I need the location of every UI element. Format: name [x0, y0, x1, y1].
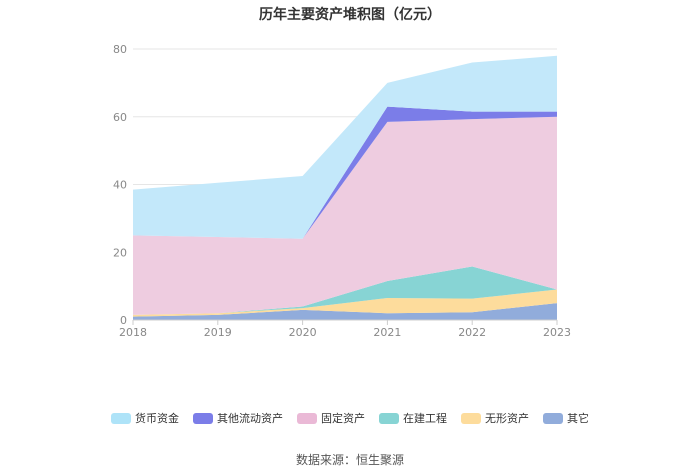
x-tick-label: 2021 [373, 326, 401, 339]
y-tick-label: 80 [113, 43, 127, 56]
axes: 0 20 40 60 80 2018 2019 2020 2021 2022 2023 [113, 43, 571, 339]
x-tick-label: 2022 [458, 326, 486, 339]
legend-label: 其它 [567, 412, 589, 425]
legend-label: 固定资产 [321, 412, 365, 425]
x-tick-label: 2020 [289, 326, 317, 339]
legend-swatch [111, 412, 131, 424]
legend-item[interactable]: 其它 [543, 410, 589, 426]
chart-title: 历年主要资产堆积图（亿元） [259, 7, 441, 23]
y-tick-label: 40 [113, 179, 127, 192]
data-source: 数据来源：恒生聚源 [295, 453, 404, 467]
area-货币资金 [133, 55, 557, 239]
area-其他流动资产 [133, 106, 557, 239]
legend-swatch [379, 412, 399, 424]
area-固定资产 [133, 116, 557, 315]
legend-swatch [297, 412, 317, 424]
y-tick-label: 0 [120, 314, 127, 327]
legend-label: 货币资金 [135, 412, 179, 425]
legend-item[interactable]: 在建工程 [379, 410, 447, 426]
x-tick-label: 2023 [543, 326, 571, 339]
legend-label: 其他流动资产 [217, 412, 283, 425]
legend: 货币资金 其他流动资产 固定资产 在建工程 无形资产 其它 [0, 410, 700, 426]
legend-item[interactable]: 货币资金 [111, 410, 179, 426]
y-tick-label: 20 [113, 246, 127, 259]
legend-label: 无形资产 [485, 412, 529, 425]
legend-item[interactable]: 固定资产 [297, 410, 365, 426]
x-tick-label: 2018 [119, 326, 147, 339]
legend-item[interactable]: 无形资产 [461, 410, 529, 426]
legend-swatch [461, 412, 481, 424]
x-tick-label: 2019 [204, 326, 232, 339]
y-tick-label: 60 [113, 111, 127, 124]
legend-item[interactable]: 其他流动资产 [193, 410, 283, 426]
legend-swatch [193, 412, 213, 424]
legend-label: 在建工程 [403, 412, 447, 425]
area-series [133, 55, 557, 320]
legend-swatch [543, 412, 563, 424]
area-在建工程 [133, 266, 557, 315]
